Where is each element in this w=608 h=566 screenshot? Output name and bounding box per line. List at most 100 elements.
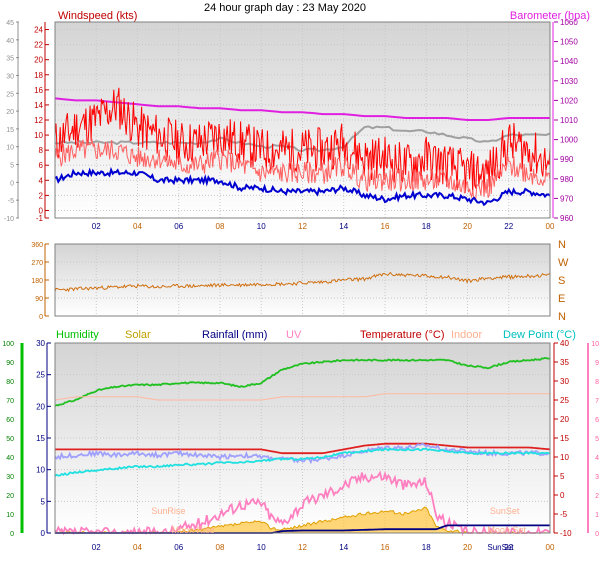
rainfall-tick-label: 25 (36, 371, 45, 380)
windspeed-tick-label: 18 (34, 71, 43, 80)
x-tick-label: 12 (298, 222, 307, 231)
outer-left-tick-label: 25 (6, 91, 14, 98)
humidity-tick-label: 0 (10, 531, 14, 538)
barometer-tick-label: 970 (560, 194, 574, 203)
compass-tick-label: N (558, 311, 566, 323)
legend-entry: Indoor (451, 329, 483, 341)
panel-wind-direction-border (54, 243, 551, 317)
x-tick-label: 16 (381, 222, 390, 231)
humidity-tick-label: 60 (6, 417, 14, 424)
direction-tick-label: 270 (31, 260, 43, 267)
outer-left-tick-label: 40 (6, 38, 14, 45)
uv-tick-label: 5 (595, 436, 599, 443)
x-tick-label: 12 (298, 543, 307, 552)
x-tick-label: 06 (174, 222, 183, 231)
barometer-tick-label: 1060 (560, 18, 578, 27)
humidity-tick-label: 80 (6, 379, 14, 386)
uv-tick-label: 8 (595, 379, 599, 386)
x-tick-label: 00 (546, 222, 555, 231)
uv-tick-label: 10 (591, 341, 599, 348)
windspeed-tick-label: 8 (39, 146, 44, 155)
windspeed-tick-label: 20 (34, 56, 43, 65)
rainfall-tick-label: 30 (36, 339, 45, 348)
temperature-tick-label: 10 (560, 453, 569, 462)
humidity-tick-label: 50 (6, 436, 14, 443)
windspeed-tick-label: 24 (34, 26, 43, 35)
x-tick-label: 04 (133, 543, 142, 552)
temperature-tick-label: -10 (560, 529, 572, 538)
barometer-tick-label: 1050 (560, 38, 578, 47)
outer-left-tick-label: 30 (6, 73, 14, 80)
uv-tick-label: 7 (595, 398, 599, 405)
x-tick-label: 20 (463, 543, 472, 552)
uv-tick-label: 3 (595, 474, 599, 481)
series-wind-lull-line (54, 166, 551, 207)
rainfall-tick-label: 20 (36, 402, 45, 411)
barometer-tick-label: 1000 (560, 136, 578, 145)
legend-entry: Dew Point (°C) (503, 329, 576, 341)
humidity-tick-label: 100 (2, 341, 14, 348)
direction-tick-label: 360 (31, 242, 43, 249)
series-indoor-line (54, 393, 550, 401)
panel-temperature-humidity-border (54, 342, 551, 534)
uv-tick-label: 6 (595, 417, 599, 424)
legend-entry: Temperature (°C) (360, 329, 444, 341)
windspeed-tick-label: 4 (39, 176, 44, 185)
x-tick-label: 08 (216, 543, 225, 552)
series-wind-average-line (54, 138, 551, 201)
windspeed-tick-label: -1 (36, 214, 44, 223)
x-tick-label: 10 (257, 222, 266, 231)
sun-moon-annotation: SunSet (487, 543, 514, 552)
sun-moon-annotation: SunSet (490, 506, 520, 516)
outer-left-tick-label: 20 (6, 109, 14, 116)
barometer-tick-label: 960 (560, 214, 574, 223)
x-tick-label: 14 (339, 222, 348, 231)
barometer-tick-label: 980 (560, 175, 574, 184)
uv-tick-label: 0 (595, 531, 599, 538)
humidity-tick-label: 40 (6, 455, 14, 462)
rainfall-tick-label: 5 (41, 497, 46, 506)
outer-left-tick-label: 0 (10, 180, 14, 187)
windspeed-axis-label: Windspeed (kts) (58, 10, 137, 22)
windspeed-tick-label: 2 (39, 191, 44, 200)
humidity-tick-label: 10 (6, 512, 14, 519)
x-tick-label: 14 (339, 543, 348, 552)
barometer-tick-label: 1040 (560, 57, 578, 66)
barometer-axis-label: Barometer (hpa) (510, 10, 590, 22)
windspeed-tick-label: 16 (34, 86, 43, 95)
temperature-tick-label: 35 (560, 358, 569, 367)
series-temperature-c--line (55, 442, 551, 455)
outer-left-tick-label: 45 (6, 20, 14, 27)
compass-tick-label: W (558, 257, 569, 269)
x-tick-label: 22 (504, 543, 513, 552)
compass-tick-label: N (558, 239, 566, 251)
direction-tick-label: 180 (31, 278, 43, 285)
panel-temperature-humidity-background (55, 343, 550, 533)
page-title: 24 hour graph day : 23 May 2020 (204, 2, 366, 14)
x-tick-label: 16 (381, 543, 390, 552)
x-tick-label: 00 (546, 543, 555, 552)
legend-entry: Humidity (56, 329, 99, 341)
windspeed-tick-label: 10 (34, 131, 43, 140)
temperature-tick-label: 30 (560, 377, 569, 386)
temperature-tick-label: 40 (560, 339, 569, 348)
temperature-tick-label: 25 (560, 396, 569, 405)
uv-tick-label: 1 (595, 512, 599, 519)
barometer-tick-label: 1020 (560, 96, 578, 105)
outer-left-tick-label: 35 (6, 56, 14, 63)
series-wind-gust-line (54, 87, 551, 195)
windspeed-tick-label: 0 (39, 206, 44, 215)
sun-moon-annotation: Moon Rise (172, 525, 215, 535)
panel-wind-pressure-border (54, 21, 551, 219)
x-tick-label: 20 (463, 222, 472, 231)
outer-left-tick-label: 15 (6, 127, 14, 134)
temperature-tick-label: 5 (560, 472, 565, 481)
windspeed-tick-label: 6 (39, 161, 44, 170)
outer-left-tick-label: 5 (10, 163, 14, 170)
series-barometer-line (54, 97, 550, 121)
direction-tick-label: 90 (35, 296, 43, 303)
series-wind-smoothed-line (54, 125, 551, 153)
sun-moon-annotation: Moon Set (487, 525, 526, 535)
